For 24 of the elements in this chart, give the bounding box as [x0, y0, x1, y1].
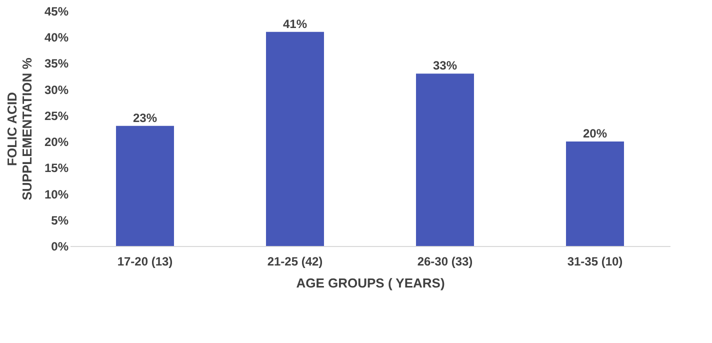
- y-tick-label: 35%: [44, 56, 69, 71]
- y-tick-label: 30%: [44, 82, 69, 97]
- y-tick-label: 45%: [44, 4, 69, 18]
- x-axis-title: AGE GROUPS ( YEARS): [296, 276, 445, 290]
- y-axis-title: FOLIC ACID SUPPLEMENTATION %: [4, 57, 34, 200]
- bar: [116, 126, 174, 246]
- data-label: 41%: [282, 16, 308, 31]
- y-tick-label: 20%: [44, 135, 69, 150]
- bar: [566, 142, 624, 246]
- bar: [416, 74, 474, 246]
- y-tick-label: 25%: [44, 108, 69, 123]
- x-tick-label: 31-35 (10): [567, 254, 623, 268]
- y-tick-label: 40%: [44, 30, 69, 45]
- x-tick-label: 26-30 (33): [417, 254, 473, 268]
- y-tick-label: 10%: [44, 187, 69, 202]
- x-tick-label: 21-25 (42): [267, 254, 323, 268]
- data-label: 23%: [132, 110, 158, 125]
- y-tick-label: 5%: [51, 213, 69, 228]
- bar: [266, 32, 324, 246]
- data-label: 20%: [582, 126, 608, 141]
- x-tick-label: 17-20 (13): [117, 254, 173, 268]
- y-tick-label: 15%: [44, 161, 69, 176]
- data-label: 33%: [432, 58, 458, 73]
- y-tick-label: 0%: [51, 240, 69, 254]
